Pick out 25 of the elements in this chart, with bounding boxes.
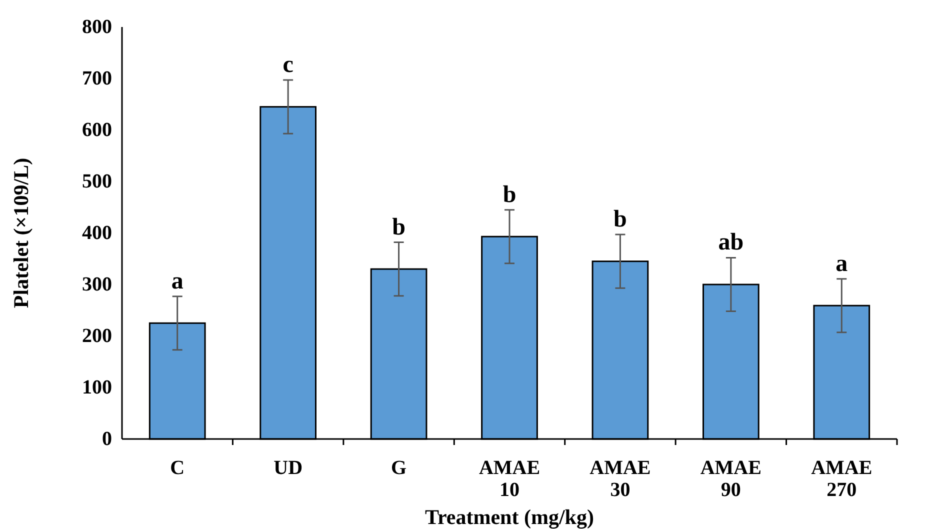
y-tick-label: 600 (82, 119, 112, 141)
annotation: a (836, 250, 848, 277)
x-tick-label: G (391, 457, 408, 479)
y-tick-label: 300 (82, 274, 112, 296)
annotation: a (171, 268, 184, 294)
y-tick-label: 0 (102, 428, 112, 450)
y-tick-label: 400 (82, 222, 112, 244)
annotation: c (282, 52, 294, 78)
x-tick-label: C (170, 457, 185, 479)
annotation: b (614, 206, 627, 233)
y-tick-label: 500 (82, 170, 112, 192)
y-tick-label: 700 (82, 68, 112, 90)
y-tick-label: 200 (82, 325, 112, 347)
annotation: ab (718, 230, 744, 256)
x-tick-label: AMAE 10 (478, 457, 540, 501)
y-tick-label: 100 (82, 376, 112, 398)
x-tick-label: AMAE 270 (811, 457, 872, 501)
annotation: b (502, 182, 516, 208)
x-tick-label: UD (274, 457, 303, 479)
x-axis-title: Treatment (mg/kg) (425, 505, 594, 529)
x-tick-label: AMAE 90 (700, 457, 762, 501)
annotation: b (392, 214, 406, 240)
x-tick-label: AMAE 30 (590, 457, 651, 501)
y-tick-label: 800 (82, 16, 112, 38)
y-axis-title: Platelet (×109/L) (9, 158, 33, 308)
